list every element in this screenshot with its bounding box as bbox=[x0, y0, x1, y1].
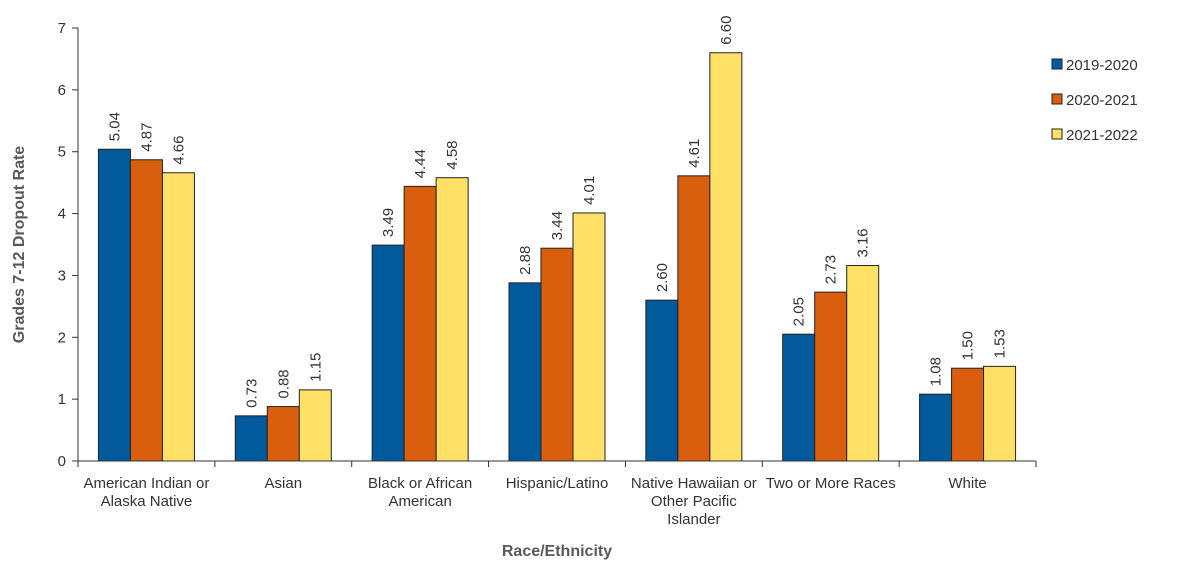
bar-2021-2022 bbox=[983, 365, 1017, 462]
bar-2021-2022 bbox=[709, 52, 743, 462]
bar-value-label: 1.50 bbox=[960, 331, 977, 360]
x-category-label: Asian bbox=[265, 475, 303, 492]
bar-2020-2021 bbox=[129, 159, 163, 462]
y-tick-label: 3 bbox=[58, 267, 66, 284]
x-category-label-line: Other Pacific bbox=[651, 493, 737, 510]
bar-2020-2021 bbox=[266, 406, 300, 462]
legend: 2019-2020 2020-2021 2021-2022 bbox=[1051, 57, 1138, 144]
y-tick-label: 5 bbox=[58, 144, 66, 161]
bar-2021-2022 bbox=[298, 389, 332, 462]
bar-2019-2020 bbox=[919, 393, 953, 462]
x-category-label-line: Black or African bbox=[368, 475, 472, 492]
bar-value-label: 4.87 bbox=[138, 123, 155, 152]
y-axis-ticks: 0 1 2 3 4 5 6 7 bbox=[58, 20, 78, 470]
bar-2020-2021 bbox=[814, 291, 848, 462]
bar-value-label: 4.44 bbox=[412, 149, 429, 178]
bar-2020-2021 bbox=[540, 247, 574, 462]
bar-value-label: 4.58 bbox=[444, 140, 461, 169]
y-tick-label: 4 bbox=[58, 206, 66, 223]
bar-2021-2022 bbox=[435, 177, 469, 462]
bar-2021-2022 bbox=[572, 212, 606, 462]
legend-label: 2019-2020 bbox=[1066, 57, 1138, 74]
bar-2019-2020 bbox=[97, 148, 131, 462]
x-category-label-line: White bbox=[948, 475, 986, 492]
bar-2019-2020 bbox=[508, 282, 542, 462]
y-tick-label: 1 bbox=[58, 391, 66, 408]
bar-2020-2021 bbox=[403, 185, 437, 462]
y-tick-label: 2 bbox=[58, 329, 66, 346]
bar-value-label: 4.61 bbox=[686, 139, 703, 168]
bar-value-label: 2.05 bbox=[791, 297, 808, 326]
x-category-label-line: Asian bbox=[265, 475, 303, 492]
bar-2020-2021 bbox=[677, 175, 711, 462]
bar-value-label: 1.08 bbox=[928, 357, 945, 386]
x-category-label-line: American bbox=[388, 493, 451, 510]
bar-2019-2020 bbox=[782, 333, 816, 462]
x-category-label-line: American Indian or bbox=[83, 475, 209, 492]
bar-value-label: 6.60 bbox=[718, 16, 735, 45]
bars bbox=[97, 52, 1017, 462]
legend-label: 2020-2021 bbox=[1066, 92, 1138, 109]
bar-value-label: 3.49 bbox=[380, 208, 397, 237]
data-labels: 5.04 4.87 4.66 0.73 0.88 1.15 3.49 4.44 4.58 2.88… bbox=[106, 16, 1008, 408]
legend-swatch bbox=[1051, 128, 1063, 140]
x-category-label-line: Hispanic/Latino bbox=[506, 475, 609, 492]
x-category-label-line: Two or More Races bbox=[766, 475, 896, 492]
bar-value-label: 0.73 bbox=[243, 379, 260, 408]
x-axis-title: Race/Ethnicity bbox=[502, 543, 612, 560]
x-axis-category-labels: American Indian or Alaska Native Asian Blac… bbox=[83, 475, 986, 528]
x-category-label: Native Hawaiian or Other Pacific Islander bbox=[631, 475, 757, 528]
x-category-label-line: Islander bbox=[667, 511, 720, 528]
x-category-label: White bbox=[948, 475, 986, 492]
x-axis-category-ticks bbox=[77, 461, 1037, 467]
bar-2019-2020 bbox=[234, 415, 268, 462]
x-category-label: Black or African American bbox=[368, 475, 472, 510]
bar-value-label: 4.66 bbox=[170, 136, 187, 165]
x-category-label: American Indian or Alaska Native bbox=[83, 475, 209, 510]
bar-value-label: 2.88 bbox=[517, 246, 534, 275]
y-tick-label: 7 bbox=[58, 20, 66, 37]
bar-value-label: 0.88 bbox=[275, 369, 292, 398]
bar-2019-2020 bbox=[371, 244, 405, 462]
bar-value-label: 4.01 bbox=[581, 176, 598, 205]
x-category-label-line: Native Hawaiian or bbox=[631, 475, 757, 492]
bar-value-label: 5.04 bbox=[106, 112, 123, 141]
bar-value-label: 1.53 bbox=[992, 329, 1009, 358]
bar-value-label: 2.60 bbox=[654, 263, 671, 292]
bar-value-label: 2.73 bbox=[823, 255, 840, 284]
y-axis-title: Grades 7-12 Dropout Rate bbox=[11, 146, 28, 343]
y-tick-label: 0 bbox=[58, 453, 66, 470]
x-category-label: Hispanic/Latino bbox=[506, 475, 609, 492]
y-tick-label: 6 bbox=[58, 82, 66, 99]
bar-2019-2020 bbox=[645, 299, 679, 462]
x-category-label: Two or More Races bbox=[766, 475, 896, 492]
legend-label: 2021-2022 bbox=[1066, 127, 1138, 144]
legend-swatch bbox=[1051, 93, 1063, 105]
bar-value-label: 3.16 bbox=[855, 228, 872, 257]
legend-swatch bbox=[1051, 58, 1063, 70]
bar-2020-2021 bbox=[951, 367, 985, 462]
bar-value-label: 3.44 bbox=[549, 211, 566, 240]
x-category-label-line: Alaska Native bbox=[101, 493, 193, 510]
bar-2021-2022 bbox=[846, 265, 880, 462]
bar-value-label: 1.15 bbox=[307, 353, 324, 382]
bar-2021-2022 bbox=[161, 172, 195, 462]
